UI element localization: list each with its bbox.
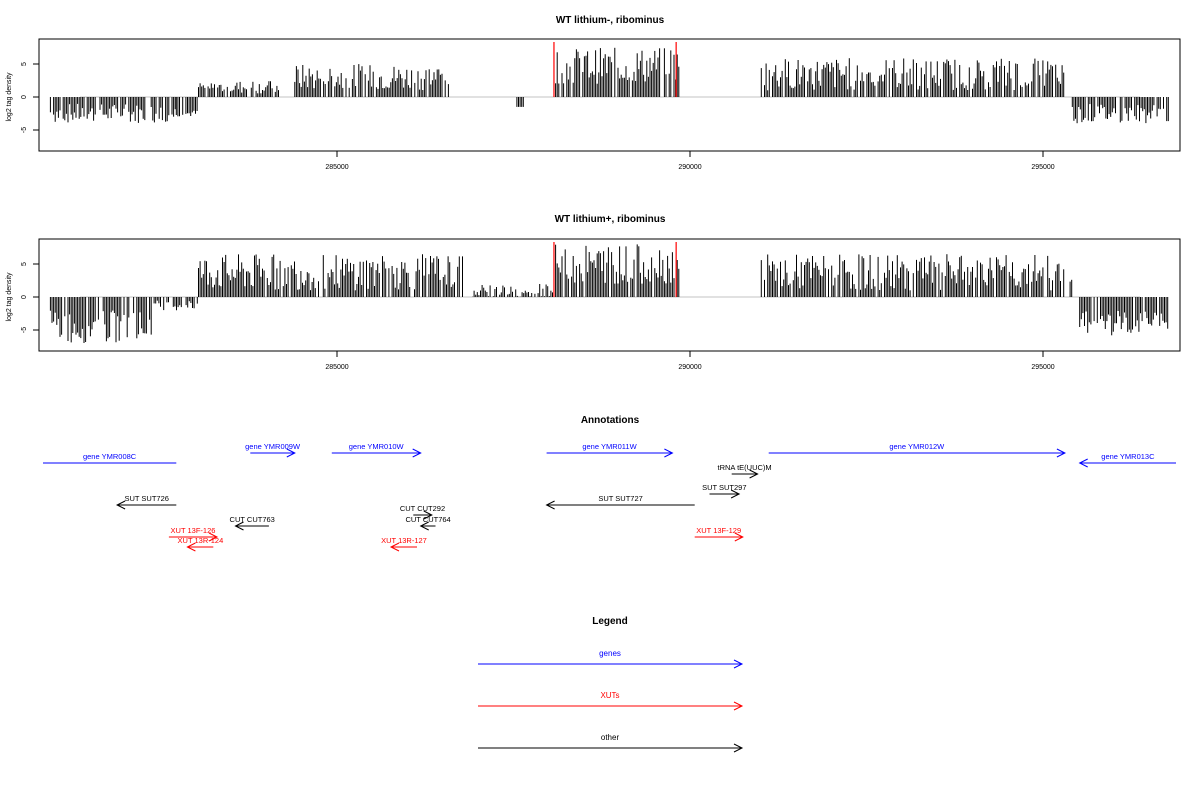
feature-gene-ymr013c: gene YMR013C — [1078, 452, 1176, 468]
y-tick-label-5: 5 — [21, 262, 28, 266]
feature-label: SUT SUT297 — [702, 483, 746, 492]
feature-gene-ymr012w: gene YMR012W — [768, 442, 1067, 458]
feature-arrowhead — [186, 542, 196, 552]
feature-cut-cut292: CUT CUT292 — [400, 504, 445, 520]
legend-label-other: other — [601, 733, 620, 742]
y-tick-label-5: 5 — [21, 62, 28, 66]
y-axis-label-lithium-plus: log2 tag density — [6, 272, 13, 322]
plot-frame-lithium-minus — [38, 38, 1181, 152]
feature-label: CUT CUT292 — [400, 504, 445, 513]
legend-arrowhead-xuts — [733, 701, 744, 711]
feature-label: gene YMR012W — [889, 442, 945, 451]
feature-sut-sut727: SUT SUT727 — [545, 494, 695, 510]
feature-arrowhead — [412, 448, 422, 458]
x-tick-label-290000: 290000 — [678, 364, 701, 371]
feature-xut-13f-126: XUT 13F-126 — [168, 526, 219, 542]
x-tick-label-295000: 295000 — [1031, 164, 1054, 171]
feature-arrowhead — [1056, 448, 1067, 458]
legend-panel: Legend genes XUTs other — [478, 616, 744, 753]
feature-label: gene YMR013C — [1101, 452, 1155, 461]
legend-arrowhead-genes — [733, 659, 744, 669]
feature-xut-13f-129: XUT 13F-129 — [694, 526, 744, 542]
feature-label: CUT CUT764 — [405, 515, 450, 524]
annotations-title: Annotations — [581, 415, 640, 426]
legend-label-genes: genes — [599, 649, 621, 658]
feature-arrowhead — [1078, 458, 1088, 468]
track-panel-lithium-plus: WT lithium+, ribominus log2 tag density … — [6, 214, 1181, 371]
feature-arrowhead — [749, 469, 759, 479]
feature-label: gene YMR011W — [582, 442, 637, 451]
feature-sut-sut297: SUT SUT297 — [702, 483, 747, 499]
y-tick-label-0: 0 — [21, 295, 28, 299]
x-tick-label-295000: 295000 — [1031, 364, 1054, 371]
feature-xut-13r-124: XUT 13R-124 — [178, 536, 224, 552]
feature-arrowhead — [423, 510, 433, 520]
feature-label: gene YMR009W — [245, 442, 301, 451]
y-tick-label-neg5: -5 — [21, 327, 28, 333]
feature-arrowhead — [234, 521, 244, 531]
feature-gene-ymr009w: gene YMR009W — [245, 442, 301, 458]
region-markers-lithium-plus — [553, 242, 677, 297]
feature-label: SUT SUT727 — [598, 494, 642, 503]
feature-label: CUT CUT763 — [230, 515, 275, 524]
x-tick-label-285000: 285000 — [325, 364, 348, 371]
feature-xut-13r-127: XUT 13R-127 — [381, 536, 427, 552]
feature-arrowhead — [664, 448, 674, 458]
x-tick-label-290000: 290000 — [678, 164, 701, 171]
feature-label: XUT 13R-127 — [381, 536, 427, 545]
x-tick-label-285000: 285000 — [325, 164, 348, 171]
legend-title: Legend — [592, 616, 628, 627]
feature-arrowhead — [389, 542, 400, 552]
feature-arrowhead — [115, 500, 126, 510]
feature-arrowhead — [419, 521, 429, 531]
legend-arrowhead-other — [733, 743, 744, 753]
y-axis-label-lithium-minus: log2 tag density — [6, 72, 13, 122]
track-panel-lithium-minus: WT lithium-, ribominus log2 tag density … — [6, 15, 1181, 171]
feature-arrowhead — [730, 489, 741, 499]
feature-label: gene YMR008C — [83, 452, 137, 461]
feature-gene-ymr010w: gene YMR010W — [331, 442, 422, 458]
feature-arrowhead — [208, 532, 219, 542]
feature-tracks: gene YMR008C gene YMR009W gene YMR010W gene… — [43, 442, 1176, 552]
feature-label: SUT SUT726 — [124, 494, 168, 503]
plot-frame-lithium-plus — [38, 238, 1181, 352]
feature-arrowhead — [734, 532, 744, 542]
feature-sut-sut726: SUT SUT726 — [115, 494, 177, 510]
y-tick-label-0: 0 — [21, 95, 28, 99]
legend-label-xuts: XUTs — [600, 691, 619, 700]
feature-label: XUT 13R-124 — [178, 536, 224, 545]
feature-cut-cut763: CUT CUT763 — [230, 515, 275, 531]
feature-cut-cut764: CUT CUT764 — [405, 515, 451, 531]
feature-arrowhead — [545, 500, 555, 510]
track-title-lithium-minus: WT lithium-, ribominus — [556, 15, 665, 26]
feature-label: tRNA tE(UUC)M — [718, 463, 772, 472]
y-tick-label-neg5: -5 — [21, 127, 28, 133]
track-title-lithium-plus: WT lithium+, ribominus — [555, 214, 666, 225]
feature-gene-ymr008c: gene YMR008C — [43, 452, 177, 464]
feature-trna-te-uuc-m: tRNA tE(UUC)M — [718, 463, 772, 479]
feature-label: gene YMR010W — [349, 442, 405, 451]
feature-gene-ymr011w: gene YMR011W — [546, 442, 674, 458]
region-markers-lithium-minus — [553, 42, 677, 97]
signal-bars-lithium-minus — [49, 47, 1169, 124]
signal-bars-lithium-plus — [49, 244, 1169, 343]
feature-label: XUT 13F-126 — [171, 526, 216, 535]
feature-label: XUT 13F-129 — [696, 526, 741, 535]
feature-arrowhead — [286, 448, 296, 458]
